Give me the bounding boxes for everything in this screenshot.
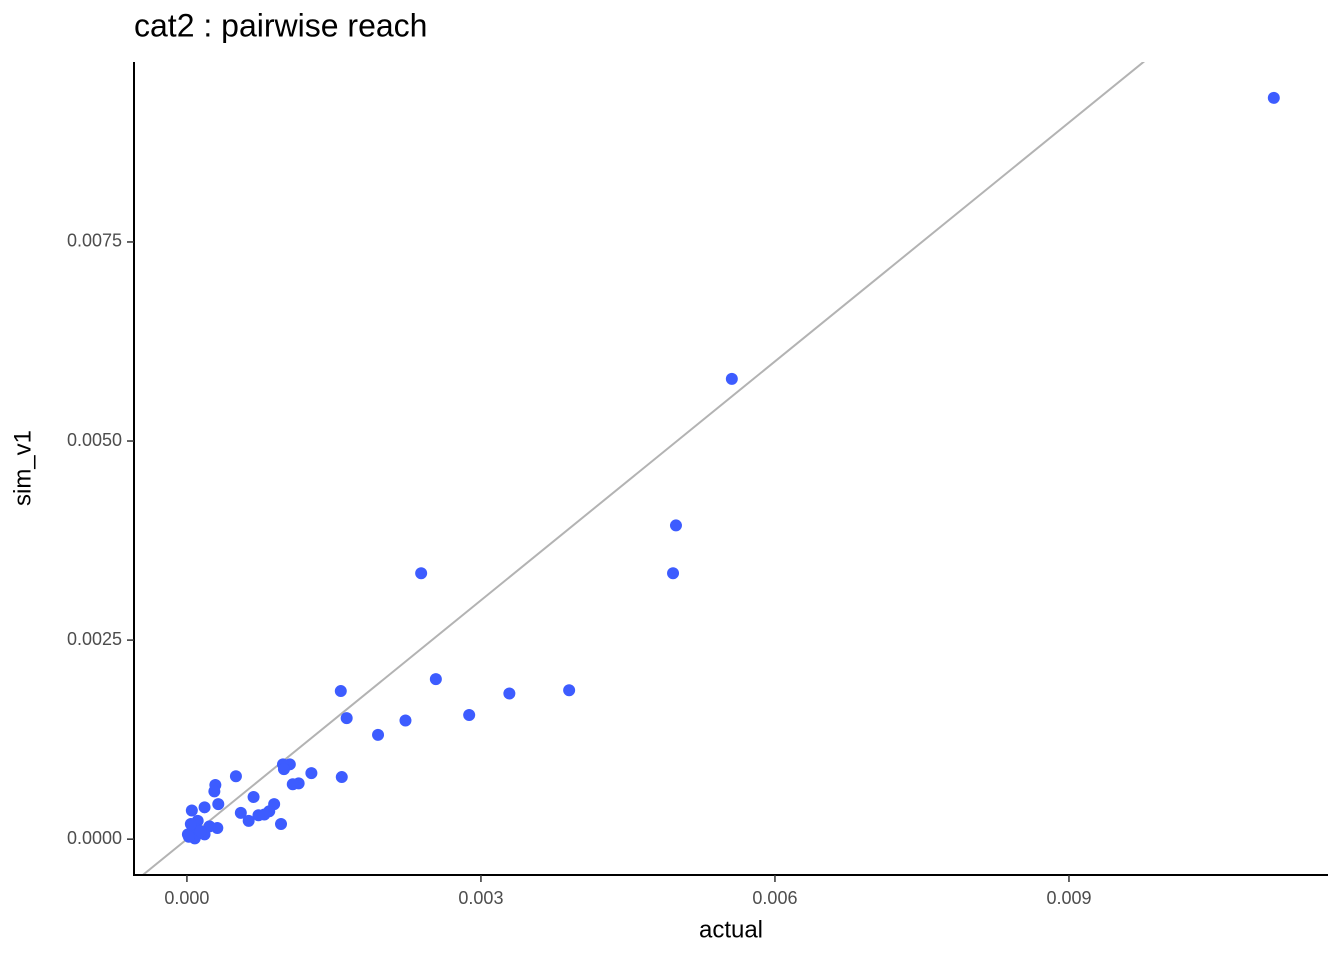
plot-area [141,62,1280,875]
point [399,714,412,727]
point [372,728,385,741]
point [305,767,318,780]
point [415,567,428,580]
point [247,790,260,803]
point [198,801,211,814]
y-tick-label: 0.0025 [67,629,122,649]
point [463,708,476,721]
point [208,785,221,798]
point [242,814,255,827]
point [667,567,680,580]
point [340,712,353,725]
x-tick-label: 0.009 [1046,888,1091,908]
point [182,830,195,843]
x-axis-label: actual [699,916,763,943]
point [334,685,347,698]
point [252,809,265,822]
point [234,806,247,819]
point [563,684,576,697]
point [275,818,288,831]
y-tick-label: 0.0000 [67,828,122,848]
point [194,825,207,838]
point [185,804,198,817]
point [286,778,299,791]
chart-title: cat2 : pairwise reach [134,7,427,43]
y-tick-label: 0.0050 [67,430,122,450]
point [1267,91,1280,104]
point [212,798,225,811]
x-tick-label: 0.000 [164,888,209,908]
point [669,519,682,532]
point [429,673,442,686]
point [277,763,290,776]
x-tick-label: 0.003 [458,888,503,908]
point [229,770,242,783]
y-tick-label: 0.0075 [67,231,122,251]
point [503,687,516,700]
identity-line [141,62,1146,875]
y-axis-label: sim_v1 [9,430,36,506]
point [335,771,348,784]
x-tick-label: 0.006 [752,888,797,908]
point [184,818,197,831]
point [725,372,738,385]
